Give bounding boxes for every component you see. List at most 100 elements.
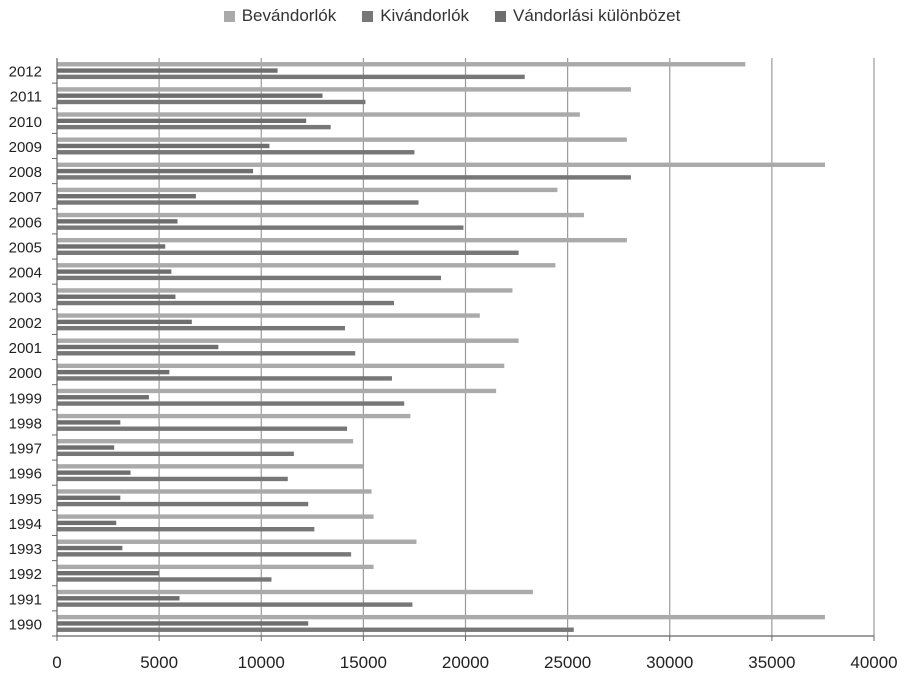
bar-2006-series-0 bbox=[57, 213, 584, 217]
x-tick-label-0: 0 bbox=[52, 653, 61, 672]
bar-2008-series-0 bbox=[57, 163, 825, 167]
bar-2012-series-1 bbox=[57, 75, 525, 79]
x-tick-label-30000: 30000 bbox=[646, 653, 693, 672]
bar-1992-series-2 bbox=[57, 571, 159, 575]
bar-1990-series-1 bbox=[57, 628, 574, 632]
x-tick-labels: 0 5000 10000 15000 20000 25000 30000 35000 40000 bbox=[52, 653, 897, 672]
bar-2001-series-1 bbox=[57, 351, 355, 355]
x-tick-label-35000: 35000 bbox=[748, 653, 795, 672]
bar-2007-series-1 bbox=[57, 200, 419, 204]
bar-2010-series-2 bbox=[57, 119, 306, 123]
bar-1995-series-0 bbox=[57, 489, 372, 493]
bar-1991-series-0 bbox=[57, 590, 533, 594]
bar-2001-series-0 bbox=[57, 339, 519, 343]
bar-1992-series-1 bbox=[57, 577, 271, 581]
bar-2008-series-1 bbox=[57, 175, 631, 179]
bar-2003-series-1 bbox=[57, 301, 394, 305]
y-tick-label-1994: 1994 bbox=[9, 516, 42, 533]
bar-2010-series-0 bbox=[57, 112, 580, 116]
bar-1994-series-1 bbox=[57, 527, 314, 531]
bar-2006-series-2 bbox=[57, 219, 178, 223]
bar-1997-series-1 bbox=[57, 452, 294, 456]
bar-2002-series-2 bbox=[57, 320, 192, 324]
bar-1999-series-1 bbox=[57, 401, 404, 405]
bar-2009-series-1 bbox=[57, 150, 414, 154]
bar-2007-series-0 bbox=[57, 188, 557, 192]
y-tick-label-2012: 2012 bbox=[9, 64, 42, 81]
y-tick-label-1995: 1995 bbox=[9, 491, 42, 508]
y-tick-label-1992: 1992 bbox=[9, 566, 42, 583]
bar-2005-series-0 bbox=[57, 238, 627, 242]
bar-1997-series-2 bbox=[57, 445, 114, 449]
bar-1999-series-0 bbox=[57, 389, 496, 393]
y-tick-label-2000: 2000 bbox=[9, 365, 42, 382]
y-tick-label-2011: 2011 bbox=[10, 89, 42, 106]
x-tick-label-20000: 20000 bbox=[442, 653, 489, 672]
bar-1990-series-2 bbox=[57, 621, 308, 625]
bar-2007-series-2 bbox=[57, 194, 196, 198]
bar-1991-series-1 bbox=[57, 602, 412, 606]
y-tick-label-2008: 2008 bbox=[9, 164, 42, 181]
bar-1993-series-2 bbox=[57, 546, 122, 550]
bar-2009-series-0 bbox=[57, 137, 627, 141]
bar-1994-series-0 bbox=[57, 514, 374, 518]
x-tick-label-25000: 25000 bbox=[544, 653, 591, 672]
bar-2012-series-0 bbox=[57, 62, 745, 66]
bar-2004-series-0 bbox=[57, 263, 555, 267]
bar-2001-series-2 bbox=[57, 345, 218, 349]
bar-2009-series-2 bbox=[57, 144, 269, 148]
y-tick-label-2002: 2002 bbox=[9, 315, 42, 332]
bar-1996-series-2 bbox=[57, 470, 131, 474]
bar-1990-series-0 bbox=[57, 615, 825, 619]
x-tick-label-15000: 15000 bbox=[340, 653, 387, 672]
bar-2002-series-0 bbox=[57, 313, 480, 317]
bar-2002-series-1 bbox=[57, 326, 345, 330]
y-tick-label-2009: 2009 bbox=[9, 139, 42, 156]
bar-2003-series-2 bbox=[57, 295, 175, 299]
y-tick-label-2010: 2010 bbox=[9, 114, 42, 131]
bars bbox=[57, 62, 825, 632]
y-tick-label-2006: 2006 bbox=[9, 214, 42, 231]
bar-1993-series-0 bbox=[57, 540, 416, 544]
bar-2005-series-2 bbox=[57, 244, 165, 248]
x-tick-label-5000: 5000 bbox=[140, 653, 178, 672]
bar-1994-series-2 bbox=[57, 521, 116, 525]
bar-2004-series-2 bbox=[57, 269, 171, 273]
bar-2000-series-0 bbox=[57, 364, 504, 368]
bar-1998-series-2 bbox=[57, 420, 120, 424]
bar-2012-series-2 bbox=[57, 68, 278, 72]
bar-1991-series-2 bbox=[57, 596, 180, 600]
bar-1997-series-0 bbox=[57, 439, 353, 443]
bar-2011-series-2 bbox=[57, 93, 323, 97]
y-tick-label-2004: 2004 bbox=[9, 265, 42, 282]
bar-2011-series-1 bbox=[57, 100, 365, 104]
bar-2000-series-2 bbox=[57, 370, 169, 374]
bar-1995-series-1 bbox=[57, 502, 308, 506]
bar-1995-series-2 bbox=[57, 496, 120, 500]
y-tick-label-1993: 1993 bbox=[9, 541, 42, 558]
y-tick-label-1999: 1999 bbox=[9, 390, 42, 407]
bar-1996-series-0 bbox=[57, 464, 363, 468]
bar-2004-series-1 bbox=[57, 276, 441, 280]
y-tick-label-1996: 1996 bbox=[9, 466, 42, 483]
bar-2000-series-1 bbox=[57, 376, 392, 380]
bar-1999-series-2 bbox=[57, 395, 149, 399]
bar-1993-series-1 bbox=[57, 552, 351, 556]
bar-2010-series-1 bbox=[57, 125, 331, 129]
y-tick-label-2005: 2005 bbox=[9, 239, 42, 256]
bar-2008-series-2 bbox=[57, 169, 253, 173]
y-tick-labels: 1990 1991 1992 1993 1994 1995 1996 1997 1998 1999… bbox=[9, 64, 42, 634]
bar-1998-series-1 bbox=[57, 426, 347, 430]
x-tick-label-10000: 10000 bbox=[238, 653, 285, 672]
bar-1996-series-1 bbox=[57, 477, 288, 481]
bar-2005-series-1 bbox=[57, 251, 519, 255]
y-tick-label-1997: 1997 bbox=[9, 441, 42, 458]
x-tick-label-40000: 40000 bbox=[850, 653, 897, 672]
bar-1998-series-0 bbox=[57, 414, 410, 418]
y-tick-label-2001: 2001 bbox=[9, 340, 42, 357]
bar-2006-series-1 bbox=[57, 225, 463, 229]
y-tick-label-1998: 1998 bbox=[9, 415, 42, 432]
y-tick-label-1991: 1991 bbox=[9, 591, 42, 608]
y-tick-label-1990: 1990 bbox=[9, 616, 42, 633]
